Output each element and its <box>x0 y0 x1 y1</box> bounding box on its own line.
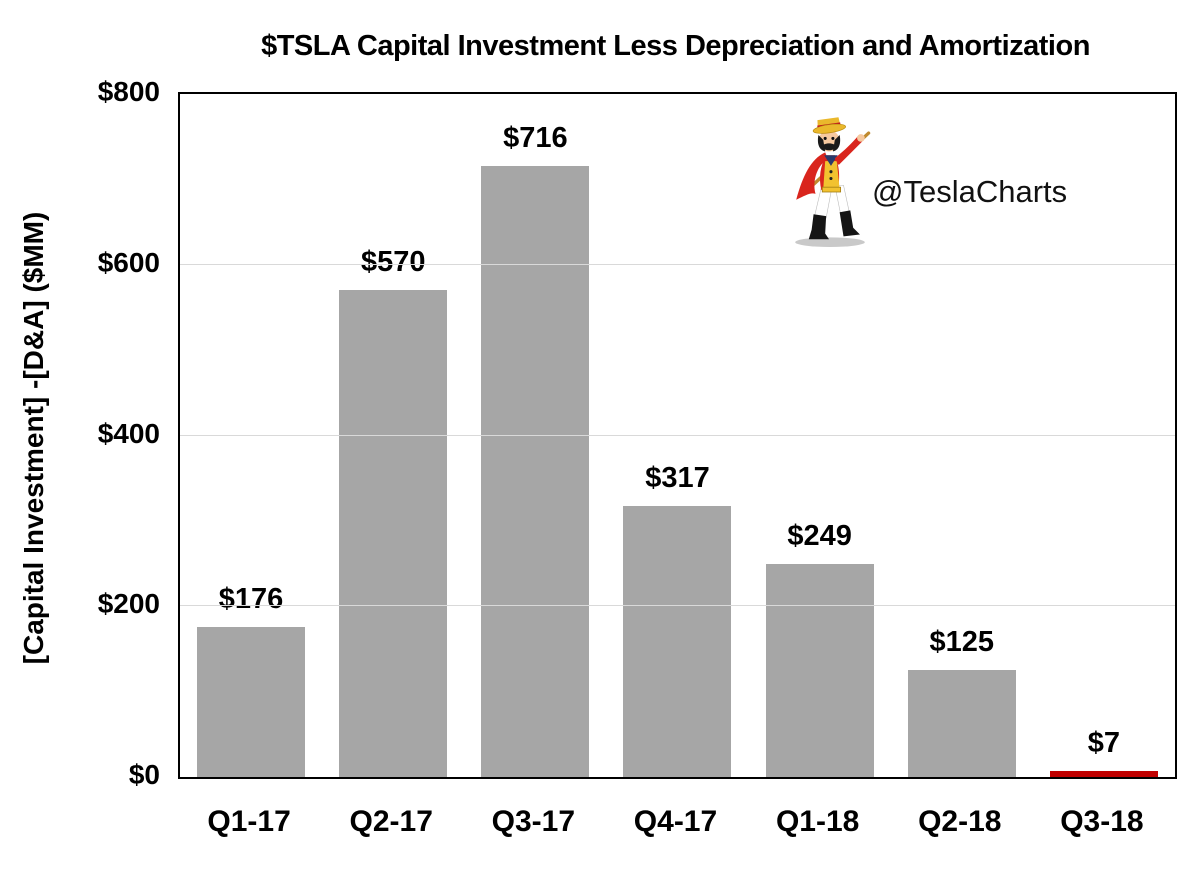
bar-value-label: $125 <box>929 626 995 659</box>
bar-Q3-17 <box>481 165 590 777</box>
bar-Q3-18 <box>1049 771 1158 777</box>
bar-slot: $7 <box>1033 94 1175 777</box>
x-tick-label: Q4-17 <box>633 805 718 838</box>
teslacharts-mascot-icon <box>786 108 874 248</box>
gridline <box>180 605 1175 607</box>
bar-value-label: $249 <box>787 520 852 553</box>
x-tick-label: Q3-18 <box>1060 805 1144 838</box>
y-tick-label: $600 <box>97 246 160 278</box>
bar-slot: $317 <box>606 94 748 777</box>
bar-Q2-17 <box>339 290 448 777</box>
bar-Q1-17 <box>197 626 306 777</box>
watermark-handle: @TeslaCharts <box>872 174 1068 209</box>
x-tick-label: Q1-17 <box>207 805 291 838</box>
y-tick-label: $200 <box>97 588 160 620</box>
y-tick-label: $400 <box>97 417 160 449</box>
y-axis-tick-labels: $0 $200 $400 $600 $800 <box>0 77 160 790</box>
y-tick-label: $0 <box>128 759 160 790</box>
x-tick-label: Q3-17 <box>491 805 576 838</box>
bar-value-label: $716 <box>503 121 568 154</box>
x-axis-tick-labels: Q1-17 Q2-17 Q3-17 Q4-17 Q1-18 Q2-18 Q3-18 <box>178 803 1173 843</box>
bar-slot: $249 <box>749 94 891 777</box>
x-tick-label: Q2-17 <box>349 805 433 838</box>
bar-slot: $125 <box>891 94 1033 777</box>
bar-value-label: $570 <box>360 246 426 279</box>
bar-slot: $176 <box>180 94 322 777</box>
bar-Q4-17 <box>623 506 732 777</box>
gridline <box>180 434 1175 436</box>
bar-slot: $716 <box>464 94 606 777</box>
gridline <box>180 263 1175 265</box>
bar-slot: $570 <box>322 94 464 777</box>
y-tick-label: $800 <box>97 76 160 107</box>
bar-Q1-18 <box>765 564 874 777</box>
chart-title: $TSLA Capital Investment Less Depreciati… <box>261 30 1090 62</box>
bar-row: $176 $570 $716 $317 $249 $125 $7 <box>180 94 1175 777</box>
x-tick-label: Q1-18 <box>775 805 860 838</box>
x-tick-label: Q2-18 <box>918 805 1002 838</box>
bar-Q2-18 <box>907 670 1016 777</box>
bar-value-label: $176 <box>218 582 284 615</box>
plot-area: $176 $570 $716 $317 $249 $125 $7 <box>178 92 1177 779</box>
bar-value-label: $317 <box>645 462 710 495</box>
bar-value-label: $7 <box>1087 727 1121 760</box>
